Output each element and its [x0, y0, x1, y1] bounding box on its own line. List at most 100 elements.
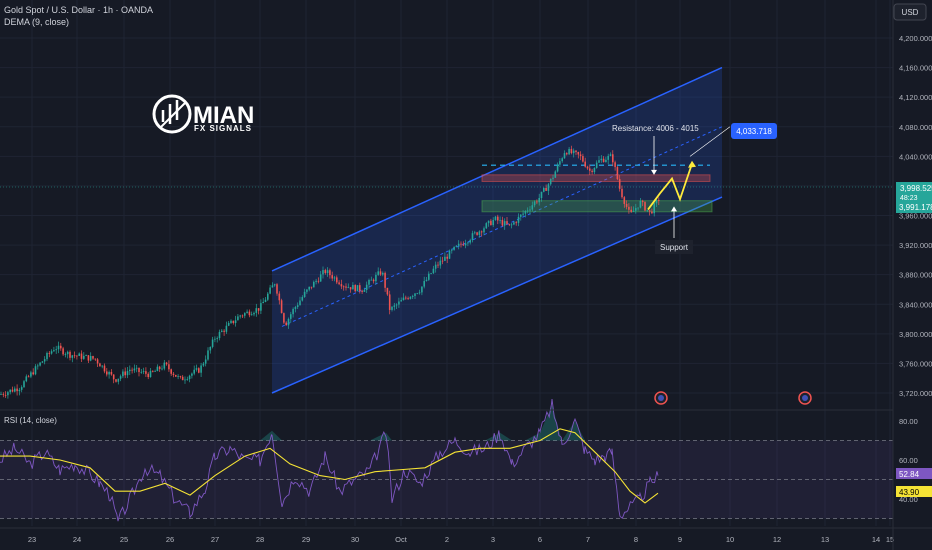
candle-body [158, 366, 161, 370]
candle-body [326, 270, 329, 273]
candle-body [273, 284, 276, 286]
trading-candles-logo-icon [152, 94, 192, 134]
candle-body [73, 355, 76, 357]
candle-body [414, 293, 416, 296]
y-tick-label: 3,800.000 [899, 330, 932, 339]
us-flag-event-icon[interactable] [798, 391, 812, 405]
candle-body [16, 388, 18, 392]
us-flag-event-icon[interactable] [654, 391, 668, 405]
candle-body [416, 293, 419, 295]
current-price-tag: 3,998.525 48:23 [896, 182, 932, 202]
zones[interactable] [0, 164, 893, 213]
candle-body [637, 207, 639, 209]
candle-body [253, 312, 255, 315]
target-tag[interactable]: 4,033.718 [731, 123, 777, 139]
candle-body [655, 199, 658, 204]
rsi-ma-line [0, 428, 659, 504]
currency-label: USD [902, 8, 919, 17]
target-price-label: 4,033.718 [736, 127, 772, 136]
candle-body [333, 277, 336, 279]
candle-body [303, 291, 306, 298]
brand-logo: MIAN FX SIGNALS [152, 94, 254, 134]
candle-body [476, 232, 478, 235]
candle-body [324, 270, 327, 273]
currency-button[interactable]: USD [893, 3, 927, 21]
support-label: Support [660, 243, 689, 252]
candle-body [313, 281, 315, 288]
candles [0, 145, 660, 399]
candle-body [639, 200, 642, 208]
candle-body [653, 203, 655, 214]
candle-body [64, 354, 67, 355]
rsi-ma-value-tag: 43.90 [896, 486, 932, 497]
rsi-title[interactable]: RSI (14, close) [4, 416, 57, 425]
candle-body [276, 284, 278, 294]
candle-body [165, 362, 168, 365]
candle-body [605, 159, 607, 163]
candle-body [94, 358, 97, 360]
candle-body [646, 210, 649, 212]
rsi-overbought-fill [485, 432, 500, 441]
candle-body [57, 345, 60, 350]
symbol-title[interactable]: Gold Spot / U.S. Dollar · 1h · OANDA [4, 5, 153, 15]
candle-body [257, 308, 260, 311]
candle-body [55, 349, 57, 351]
candle-body [11, 389, 14, 392]
dema-indicator-title[interactable]: DEMA (9, close) [4, 17, 69, 27]
candle-body [600, 158, 603, 161]
candle-body [237, 316, 239, 321]
candle-body [87, 355, 90, 361]
candle-body [446, 256, 448, 259]
candle-body [204, 359, 207, 364]
support-label-box[interactable]: Support [655, 240, 693, 254]
candle-body [457, 243, 460, 246]
candle-body [356, 285, 359, 292]
candle-body [517, 216, 520, 223]
candle-body [7, 392, 9, 396]
x-tick-label: 10 [726, 535, 734, 544]
ascending-channel[interactable] [271, 66, 731, 394]
candle-body [278, 293, 281, 301]
candle-body [39, 362, 41, 366]
candle-body [545, 187, 547, 191]
candle-body [547, 184, 550, 191]
x-tick-label: 27 [211, 535, 219, 544]
candle-body [48, 352, 51, 354]
candle-body [122, 371, 124, 377]
candle-body [138, 367, 140, 373]
channel-lower-line [271, 196, 723, 394]
candle-body [556, 164, 559, 172]
candle-body [372, 279, 375, 282]
candle-body [294, 307, 297, 309]
candle-body [4, 394, 7, 396]
candle-body [336, 277, 338, 283]
candle-body [202, 363, 205, 366]
rsi-y-tick-label: 60.00 [899, 456, 918, 465]
candle-body [370, 279, 373, 281]
candle-body [522, 213, 524, 215]
dema-price-tag: 3,991.178 [896, 202, 932, 213]
y-tick-label: 4,120.000 [899, 93, 932, 102]
candle-body [193, 369, 195, 374]
candle-body [582, 156, 584, 162]
y-tick-label: 4,200.000 [899, 34, 932, 43]
candle-body [434, 264, 437, 269]
candle-body [71, 355, 74, 358]
candle-body [618, 179, 621, 189]
candle-countdown: 48:23 [900, 195, 918, 202]
candle-body [614, 162, 616, 168]
candle-body [142, 371, 145, 372]
candle-body [589, 168, 591, 171]
rsi-overbought-fill [260, 430, 272, 441]
resistance-label[interactable]: Resistance: 4006 - 4015 [612, 124, 699, 133]
rsi-pane[interactable] [0, 399, 893, 522]
logo-text-sub: FX SIGNALS [194, 124, 252, 133]
candle-body [529, 209, 531, 211]
candle-body [460, 243, 462, 245]
rsi-y-tick-label: 80.00 [899, 417, 918, 426]
candle-body [14, 388, 16, 392]
candle-body [89, 356, 92, 361]
support-pointer-head [671, 206, 677, 212]
candle-body [497, 216, 499, 221]
